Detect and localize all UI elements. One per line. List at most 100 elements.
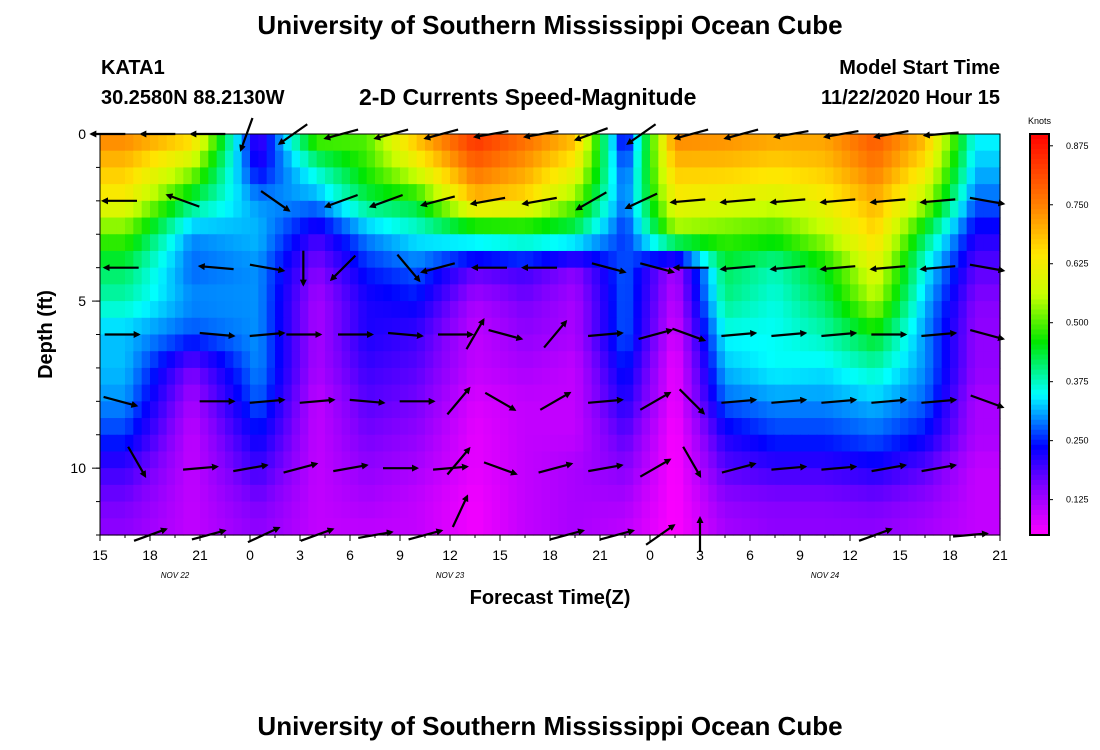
heatmap-cell [875,267,884,285]
heatmap-cell [716,468,726,486]
heatmap-cell [908,250,918,269]
heatmap-cell [716,451,726,469]
heatmap-cell [708,367,718,386]
heatmap-cell [258,284,268,302]
heatmap-cell [191,301,201,319]
heatmap-cell [550,317,559,336]
heatmap-cell [700,384,709,402]
heatmap-cell [691,234,701,252]
heatmap-cell [283,518,293,536]
heatmap-cell [866,234,876,252]
heatmap-cell [175,518,184,536]
heatmap-cell [733,200,743,219]
heatmap-cell [741,284,751,302]
heatmap-cell [633,367,643,386]
heatmap-cell [816,367,826,386]
heatmap-cell [166,301,176,319]
heatmap-cell [283,367,293,386]
heatmap-cell [766,200,776,219]
heatmap-cell [275,367,284,386]
heatmap-cell [316,401,326,419]
heatmap-cell [333,451,343,469]
heatmap-cell [100,167,109,185]
heatmap-cell [116,334,126,352]
heatmap-cell [308,367,318,386]
heatmap-cell [116,518,126,536]
current-vector-arrow [368,193,404,209]
heatmap-cell [533,267,543,285]
heatmap-cell [858,451,868,469]
heatmap-cell [658,167,668,185]
heatmap-cell [358,367,368,386]
heatmap-cell [841,334,851,352]
heatmap-cell [775,501,784,519]
heatmap-cell [133,518,143,536]
heatmap-cell [150,267,159,285]
heatmap-cell [500,134,509,152]
heatmap-cell [208,184,218,202]
heatmap-cell [483,401,493,419]
heatmap-cell [675,301,684,319]
heatmap-cell [483,418,493,436]
heatmap-cell [316,184,326,202]
heatmap-cell [866,384,876,402]
heatmap-cell [475,150,484,169]
heatmap-cell [391,468,401,486]
heatmap-cell [533,250,543,269]
heatmap-cell [266,434,276,453]
heatmap-cell [475,468,484,486]
heatmap-cell [758,167,768,185]
heatmap-cell [900,401,909,419]
heatmap-cell [916,184,926,202]
heatmap-cell [150,351,159,369]
heatmap-cell [308,518,318,536]
heatmap-cell [575,334,584,352]
heatmap-cell [700,250,709,269]
heatmap-cell [983,167,993,185]
heatmap-cell [575,351,584,369]
heatmap-cell [225,250,234,269]
heatmap-cell [875,217,884,235]
heatmap-cell [233,351,243,369]
heatmap-cell [200,184,209,202]
heatmap-cell [575,301,584,319]
heatmap-cell [583,367,593,386]
heatmap-cell [583,167,593,185]
heatmap-cell [216,351,226,369]
heatmap-cell [900,418,909,436]
heatmap-cell [808,284,818,302]
heatmap-cell [658,401,668,419]
heatmap-cell [783,401,793,419]
heatmap-cell [550,334,559,352]
heatmap-cell [866,434,876,453]
heatmap-cell [650,167,659,185]
heatmap-cell [350,200,359,219]
colorbar-swatch [1030,529,1049,536]
heatmap-cell [825,234,834,252]
colorbar-swatch [1030,224,1049,230]
heatmap-cell [341,284,351,302]
heatmap-cell [183,200,193,219]
heatmap-cell [975,501,984,519]
heatmap-cell [416,134,426,152]
heatmap-cell [758,317,768,336]
heatmap-cell [775,334,784,352]
heatmap-cell [508,451,518,469]
heatmap-cell [983,518,993,536]
heatmap-cell [116,367,126,386]
current-vector-arrow [721,396,758,404]
heatmap-cell [616,418,626,436]
heatmap-cell [533,317,543,336]
heatmap-cell [183,501,193,519]
heatmap-cell [558,301,568,319]
heatmap-cell [733,234,743,252]
heatmap-cell [408,468,418,486]
heatmap-cell [933,217,943,235]
heatmap-cell [608,267,618,285]
heatmap-cell [883,384,893,402]
heatmap-cell [558,184,568,202]
heatmap-cell [775,401,784,419]
heatmap-cell [775,484,784,503]
heatmap-cell [883,334,893,352]
heatmap-cell [591,200,601,219]
